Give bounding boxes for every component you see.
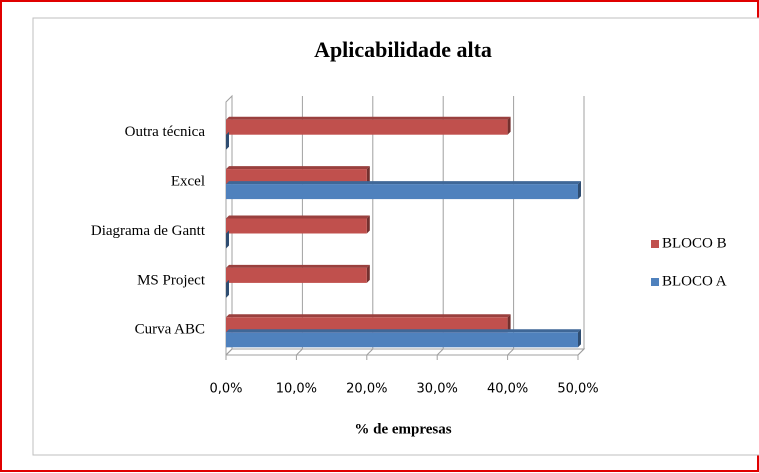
y-tick-label: Outra técnica [125, 124, 206, 140]
x-tick-label: 20,0% [346, 382, 387, 397]
x-axis-label: % de empresas [354, 421, 451, 437]
bar [226, 230, 229, 249]
bar-face [226, 215, 370, 219]
bar-face [366, 166, 370, 185]
bar [226, 314, 511, 333]
bar-face [226, 166, 370, 170]
bar-face [226, 267, 367, 283]
bar [226, 166, 370, 185]
x-tick-label: 0,0% [209, 382, 242, 397]
chart-title: Aplicabilidade alta [314, 37, 492, 62]
bar-face [507, 116, 511, 135]
bar-face [226, 169, 367, 185]
bar [226, 279, 229, 298]
grid-line [366, 96, 374, 356]
bar-face [226, 218, 367, 234]
bar-face [578, 181, 581, 200]
legend-swatch [651, 240, 659, 248]
legend-label: BLOCO A [662, 273, 727, 289]
grid-line [577, 96, 585, 356]
bar-face [226, 119, 508, 135]
bar-face [578, 329, 581, 348]
bar-face [366, 264, 370, 283]
bar [226, 215, 370, 234]
bar [226, 181, 581, 200]
x-tick-label: 30,0% [417, 382, 458, 397]
bar-face [226, 314, 511, 318]
x-tick-label: 50,0% [557, 382, 598, 397]
bar-face [226, 230, 229, 249]
bar-face [226, 317, 508, 333]
bar-face [226, 329, 581, 333]
bar-face [507, 314, 511, 333]
bar-face [226, 116, 511, 120]
bar-face [226, 279, 229, 298]
legend-label: BLOCO B [662, 235, 727, 251]
bar-face [226, 184, 578, 200]
bar-face [226, 181, 581, 185]
y-tick-label: Excel [171, 174, 205, 190]
x-tick-label: 40,0% [487, 382, 528, 397]
y-tick-label: Curva ABC [135, 322, 205, 338]
chart-area [32, 17, 759, 456]
bar [226, 116, 511, 135]
y-tick-label: MS Project [137, 272, 206, 288]
bar [226, 264, 370, 283]
x-tick-label: 10,0% [276, 382, 317, 397]
bar-face [226, 332, 578, 348]
grid-line [507, 96, 515, 356]
grid-line [436, 96, 444, 356]
y-tick-label: Diagrama de Gantt [91, 223, 206, 239]
bar [226, 131, 229, 150]
legend-swatch [651, 278, 659, 286]
bar-face [366, 215, 370, 234]
bar-face [226, 131, 229, 150]
bar-face [226, 264, 370, 268]
bar [226, 329, 581, 348]
